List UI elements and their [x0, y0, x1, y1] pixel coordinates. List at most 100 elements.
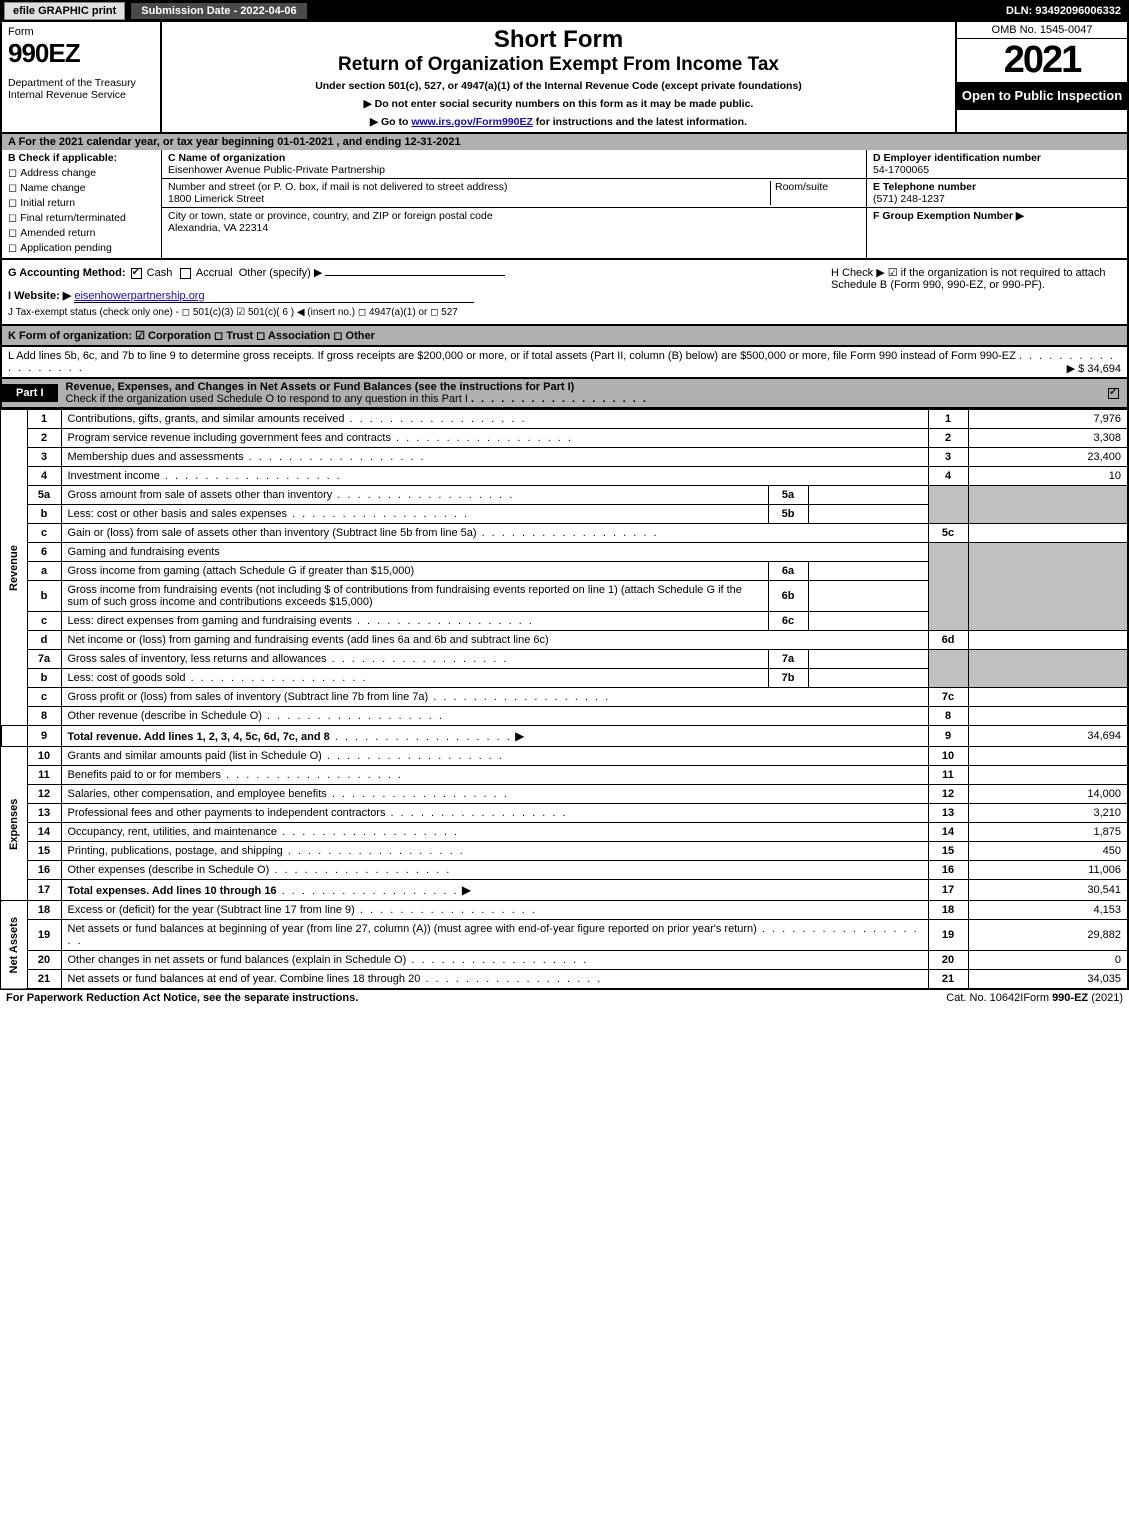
row-k-form-of-org: K Form of organization: ☑ Corporation ◻ … [0, 326, 1129, 347]
line6b-num: b [27, 581, 61, 612]
line5c-num: c [27, 524, 61, 543]
street-block: Number and street (or P. O. box, if mail… [162, 179, 866, 208]
line6-num: 6 [27, 543, 61, 562]
col-b-checkboxes: B Check if applicable: Address change Na… [2, 150, 162, 258]
chk-cash[interactable] [131, 268, 142, 279]
line3-desc: Membership dues and assessments [61, 448, 928, 467]
line12-ref: 12 [928, 785, 968, 804]
line16-desc: Other expenses (describe in Schedule O) [61, 861, 928, 880]
d-ein-label: D Employer identification number [873, 152, 1041, 164]
line7b-subval [808, 669, 928, 688]
line14-desc: Occupancy, rent, utilities, and maintena… [61, 823, 928, 842]
section-subtitle: Under section 501(c), 527, or 4947(a)(1)… [170, 80, 947, 92]
part1-header: Part I Revenue, Expenses, and Changes in… [0, 379, 1129, 409]
d-ein-value: 54-1700065 [873, 164, 929, 176]
other-specify-line[interactable] [325, 275, 505, 276]
line12-num: 12 [27, 785, 61, 804]
l-amount: ▶ $ 34,694 [1067, 362, 1121, 375]
line5b-subval [808, 505, 928, 524]
footer-form-ref: Form 990-EZ (2021) [1023, 992, 1123, 1004]
chk-name-change[interactable]: Name change [8, 181, 155, 194]
chk-amended-return[interactable]: Amended return [8, 226, 155, 239]
line7a-sub: 7a [768, 650, 808, 669]
col-d-e-f: D Employer identification number 54-1700… [867, 150, 1127, 258]
line15-ref: 15 [928, 842, 968, 861]
part1-grid: Revenue 1 Contributions, gifts, grants, … [0, 409, 1129, 990]
line13-num: 13 [27, 804, 61, 823]
note2-pre: ▶ Go to [370, 116, 411, 128]
line2-desc: Program service revenue including govern… [61, 429, 928, 448]
line12-val: 14,000 [968, 785, 1128, 804]
line2-val: 3,308 [968, 429, 1128, 448]
chk-initial-return[interactable]: Initial return [8, 196, 155, 209]
line21-val: 34,035 [968, 970, 1128, 990]
line19-num: 19 [27, 920, 61, 951]
chk-final-return[interactable]: Final return/terminated [8, 211, 155, 224]
irs-gov-link[interactable]: www.irs.gov/Form990EZ [411, 116, 533, 128]
header-left: Form 990EZ Department of the Treasury In… [2, 22, 162, 132]
line9-val: 34,694 [968, 726, 1128, 747]
line6b-sub: 6b [768, 581, 808, 612]
line5c-val [968, 524, 1128, 543]
row-a-tax-year: A For the 2021 calendar year, or tax yea… [0, 134, 1129, 150]
chk-schedule-o[interactable] [1108, 388, 1119, 399]
line7c-val [968, 688, 1128, 707]
line1-num: 1 [27, 410, 61, 429]
line7a-subval [808, 650, 928, 669]
line14-ref: 14 [928, 823, 968, 842]
rev-spacer [1, 726, 27, 747]
g-label: G Accounting Method: [8, 267, 129, 279]
line3-num: 3 [27, 448, 61, 467]
chk-address-change[interactable]: Address change [8, 166, 155, 179]
g-accounting: G Accounting Method: Cash Accrual Other … [8, 266, 821, 279]
line7c-ref: 7c [928, 688, 968, 707]
f-group-exemption: F Group Exemption Number ▶ [867, 208, 1127, 224]
dln-label: DLN: 93492096006332 [1006, 5, 1129, 17]
chk-application-pending[interactable]: Application pending [8, 241, 155, 254]
line6c-desc: Less: direct expenses from gaming and fu… [61, 612, 768, 631]
line15-num: 15 [27, 842, 61, 861]
street-value: 1800 Limerick Street [168, 193, 264, 205]
line13-desc: Professional fees and other payments to … [61, 804, 928, 823]
line7a-num: 7a [27, 650, 61, 669]
line3-val: 23,400 [968, 448, 1128, 467]
efile-print-button[interactable]: efile GRAPHIC print [4, 2, 125, 20]
line5ab-shade-val [968, 486, 1128, 524]
line15-val: 450 [968, 842, 1128, 861]
line11-num: 11 [27, 766, 61, 785]
part1-schedule-o-check [1106, 387, 1127, 399]
line19-val: 29,882 [968, 920, 1128, 951]
line13-ref: 13 [928, 804, 968, 823]
line8-num: 8 [27, 707, 61, 726]
d-ein-block: D Employer identification number 54-1700… [867, 150, 1127, 179]
line17-desc: Total expenses. Add lines 10 through 16 [61, 880, 928, 901]
line8-val [968, 707, 1128, 726]
website-link[interactable]: eisenhowerpartnership.org [74, 290, 474, 303]
chk-accrual[interactable] [180, 268, 191, 279]
line6d-val [968, 631, 1128, 650]
omb-number: OMB No. 1545-0047 [957, 22, 1127, 39]
line5a-desc: Gross amount from sale of assets other t… [61, 486, 768, 505]
header-right: OMB No. 1545-0047 2021 Open to Public In… [957, 22, 1127, 132]
line18-desc: Excess or (deficit) for the year (Subtra… [61, 901, 928, 920]
line4-num: 4 [27, 467, 61, 486]
line10-val [968, 747, 1128, 766]
line5c-ref: 5c [928, 524, 968, 543]
line14-num: 14 [27, 823, 61, 842]
line1-ref: 1 [928, 410, 968, 429]
line7b-desc: Less: cost of goods sold [61, 669, 768, 688]
footer-cat-no: Cat. No. 10642I [946, 992, 1023, 1004]
line6d-num: d [27, 631, 61, 650]
return-title: Return of Organization Exempt From Incom… [170, 54, 947, 76]
line9-ref: 9 [928, 726, 968, 747]
line6c-sub: 6c [768, 612, 808, 631]
line7ab-shade-val [968, 650, 1128, 688]
l-text: L Add lines 5b, 6c, and 7b to line 9 to … [8, 350, 1016, 362]
line16-ref: 16 [928, 861, 968, 880]
org-name: Eisenhower Avenue Public-Private Partner… [168, 164, 385, 176]
line19-ref: 19 [928, 920, 968, 951]
line10-desc: Grants and similar amounts paid (list in… [61, 747, 928, 766]
line6a-subval [808, 562, 928, 581]
form-word: Form [8, 26, 154, 38]
line5b-desc: Less: cost or other basis and sales expe… [61, 505, 768, 524]
